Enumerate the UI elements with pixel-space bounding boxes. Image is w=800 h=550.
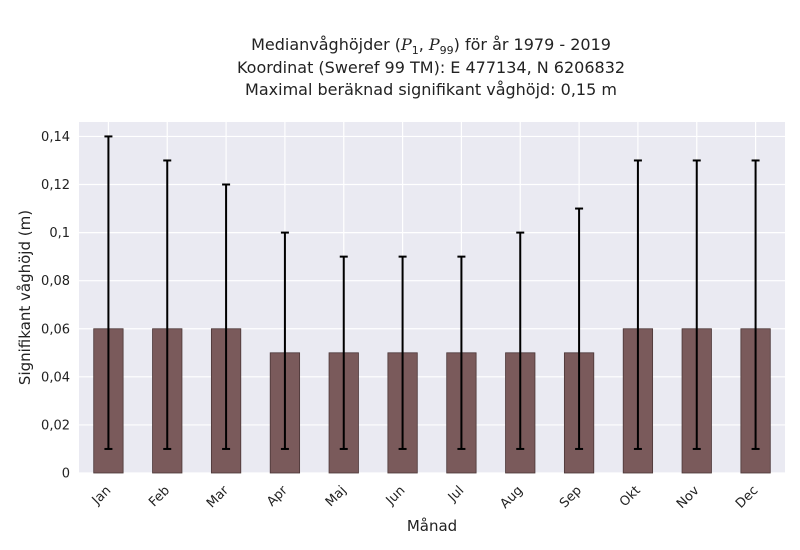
error-bar-aug bbox=[516, 231, 525, 450]
chart-title-line-1: Medianvåghöjder (P1, P99) för år 1979 - … bbox=[251, 35, 611, 58]
x-tick-label-mar: Mar bbox=[204, 483, 232, 511]
x-tick-label-sep: Sep bbox=[557, 483, 585, 511]
x-tick-label-maj: Maj bbox=[323, 483, 350, 510]
error-bar-maj bbox=[339, 255, 348, 450]
error-bar-sep bbox=[575, 207, 584, 450]
x-tick-label-dec: Dec bbox=[733, 483, 761, 511]
plot-area bbox=[79, 122, 785, 473]
error-bar-apr bbox=[280, 231, 289, 450]
error-bar-feb bbox=[163, 159, 172, 450]
chart-title-line-2: Koordinat (Sweref 99 TM): E 477134, N 62… bbox=[236, 58, 626, 77]
y-tick-label: 0,1 bbox=[49, 226, 70, 241]
x-tick-label-feb: Feb bbox=[146, 483, 173, 510]
x-axis-label: Månad bbox=[407, 517, 457, 535]
x-tick-label-okt: Okt bbox=[617, 483, 644, 510]
y-tick-label: 0,08 bbox=[41, 274, 70, 289]
error-bar-nov bbox=[692, 159, 701, 450]
chart-title-line-3: Maximal beräknad signifikant våghöjd: 0,… bbox=[245, 80, 617, 99]
error-bar-mar bbox=[222, 183, 231, 450]
x-axis-ticks: Jan Feb Mar Apr Maj Jun Jul Aug Sep Okt Nov Dec bbox=[89, 483, 762, 512]
y-tick-label: 0,04 bbox=[41, 370, 70, 385]
y-tick-label: 0,06 bbox=[41, 322, 70, 337]
error-bars bbox=[104, 135, 760, 450]
x-tick-label-jan: Jan bbox=[89, 483, 114, 508]
error-bar-jan bbox=[104, 135, 113, 450]
x-tick-label-aug: Aug bbox=[498, 483, 527, 512]
y-tick-label: 0,12 bbox=[41, 178, 70, 193]
error-bar-jun bbox=[398, 255, 407, 450]
error-bar-dec bbox=[751, 159, 760, 450]
y-axis-label: Signifikant våghöjd (m) bbox=[16, 210, 34, 385]
error-bar-jul bbox=[457, 255, 466, 450]
x-tick-label-nov: Nov bbox=[674, 483, 703, 512]
y-axis-ticks: 0 0,02 0,04 0,06 0,08 0,1 0,12 0,14 bbox=[41, 130, 70, 482]
x-tick-label-jul: Jul bbox=[445, 483, 467, 505]
x-tick-label-jun: Jun bbox=[383, 483, 409, 509]
y-tick-label: 0 bbox=[62, 467, 70, 482]
x-tick-label-apr: Apr bbox=[264, 483, 291, 510]
y-tick-label: 0,02 bbox=[41, 418, 70, 433]
error-bar-okt bbox=[633, 159, 642, 450]
y-tick-label: 0,14 bbox=[41, 130, 70, 145]
